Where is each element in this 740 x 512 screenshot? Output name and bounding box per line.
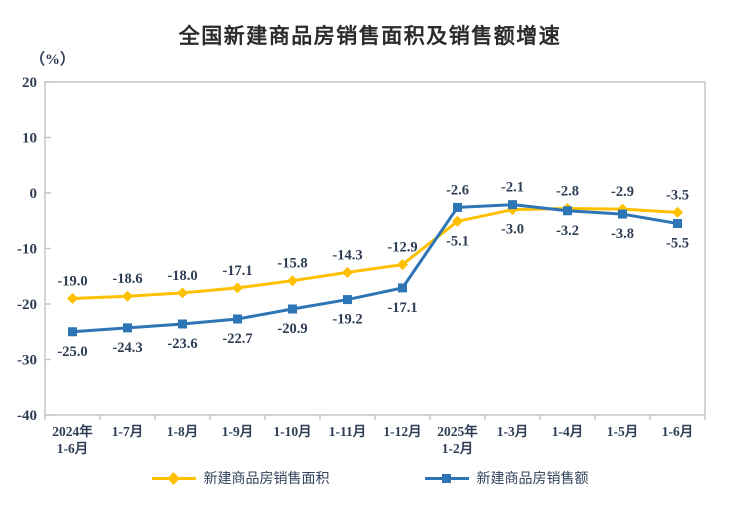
svg-text:-5.1: -5.1 (446, 233, 469, 249)
legend-label-sales-area: 新建商品房销售面积 (203, 470, 330, 486)
legend-item-sales-value: 新建商品房销售额 (424, 468, 589, 488)
svg-text:1-6月: 1-6月 (662, 424, 694, 439)
svg-text:1-9月: 1-9月 (222, 424, 254, 439)
svg-text:-20: -20 (17, 297, 37, 313)
sales-value-line-marker-icon (424, 472, 469, 485)
svg-text:-10: -10 (17, 242, 37, 258)
svg-text:-19.0: -19.0 (57, 273, 87, 289)
svg-text:-18.6: -18.6 (112, 271, 142, 287)
svg-text:-2.9: -2.9 (611, 184, 634, 200)
svg-text:2025年: 2025年 (437, 423, 478, 439)
chart-title: 全国新建商品房销售面积及销售额增速 (178, 25, 562, 48)
svg-text:-3.5: -3.5 (666, 187, 689, 203)
legend-item-sales-area: 新建商品房销售面积 (151, 468, 330, 488)
svg-text:1-11月: 1-11月 (329, 424, 367, 439)
svg-text:-5.5: -5.5 (666, 236, 689, 252)
svg-text:-3.8: -3.8 (611, 226, 634, 242)
svg-text:-15.8: -15.8 (277, 256, 307, 272)
svg-text:-25.0: -25.0 (57, 344, 87, 360)
svg-text:-2.6: -2.6 (446, 182, 469, 198)
svg-text:1-10月: 1-10月 (273, 424, 311, 439)
svg-text:-23.6: -23.6 (167, 336, 197, 352)
svg-text:1-7月: 1-7月 (112, 424, 144, 439)
svg-text:1-12月: 1-12月 (383, 424, 421, 439)
svg-text:10: 10 (22, 131, 37, 147)
legend-label-sales-value: 新建商品房销售额 (476, 470, 589, 486)
y-axis-unit-label: （%） (30, 52, 76, 68)
svg-text:-19.2: -19.2 (332, 312, 362, 328)
svg-text:-17.1: -17.1 (222, 263, 252, 279)
svg-text:-40: -40 (17, 408, 37, 424)
svg-text:-24.3: -24.3 (112, 340, 142, 356)
svg-text:-18.0: -18.0 (167, 268, 197, 284)
svg-text:-22.7: -22.7 (222, 331, 252, 347)
chart-legend: 新建商品房销售面积 新建商品房销售额 (0, 468, 740, 488)
svg-text:-2.8: -2.8 (556, 184, 579, 200)
svg-text:-17.1: -17.1 (387, 300, 417, 316)
svg-text:1-5月: 1-5月 (607, 424, 639, 439)
svg-text:-2.1: -2.1 (501, 180, 524, 196)
svg-text:1-3月: 1-3月 (497, 424, 529, 439)
svg-text:1-8月: 1-8月 (167, 424, 199, 439)
svg-text:0: 0 (30, 186, 38, 202)
svg-text:2024年: 2024年 (52, 423, 93, 439)
svg-text:1-6月: 1-6月 (57, 441, 89, 456)
svg-text:-14.3: -14.3 (332, 247, 362, 263)
svg-text:-30: -30 (17, 353, 37, 369)
svg-text:1-4月: 1-4月 (552, 424, 584, 439)
svg-text:-3.2: -3.2 (556, 223, 579, 239)
svg-text:-12.9: -12.9 (387, 240, 417, 256)
svg-text:-20.9: -20.9 (277, 321, 307, 337)
svg-text:20: 20 (22, 75, 37, 91)
svg-text:-3.0: -3.0 (501, 222, 524, 238)
svg-text:1-2月: 1-2月 (442, 441, 474, 456)
sales-area-line-marker-icon (151, 471, 196, 485)
